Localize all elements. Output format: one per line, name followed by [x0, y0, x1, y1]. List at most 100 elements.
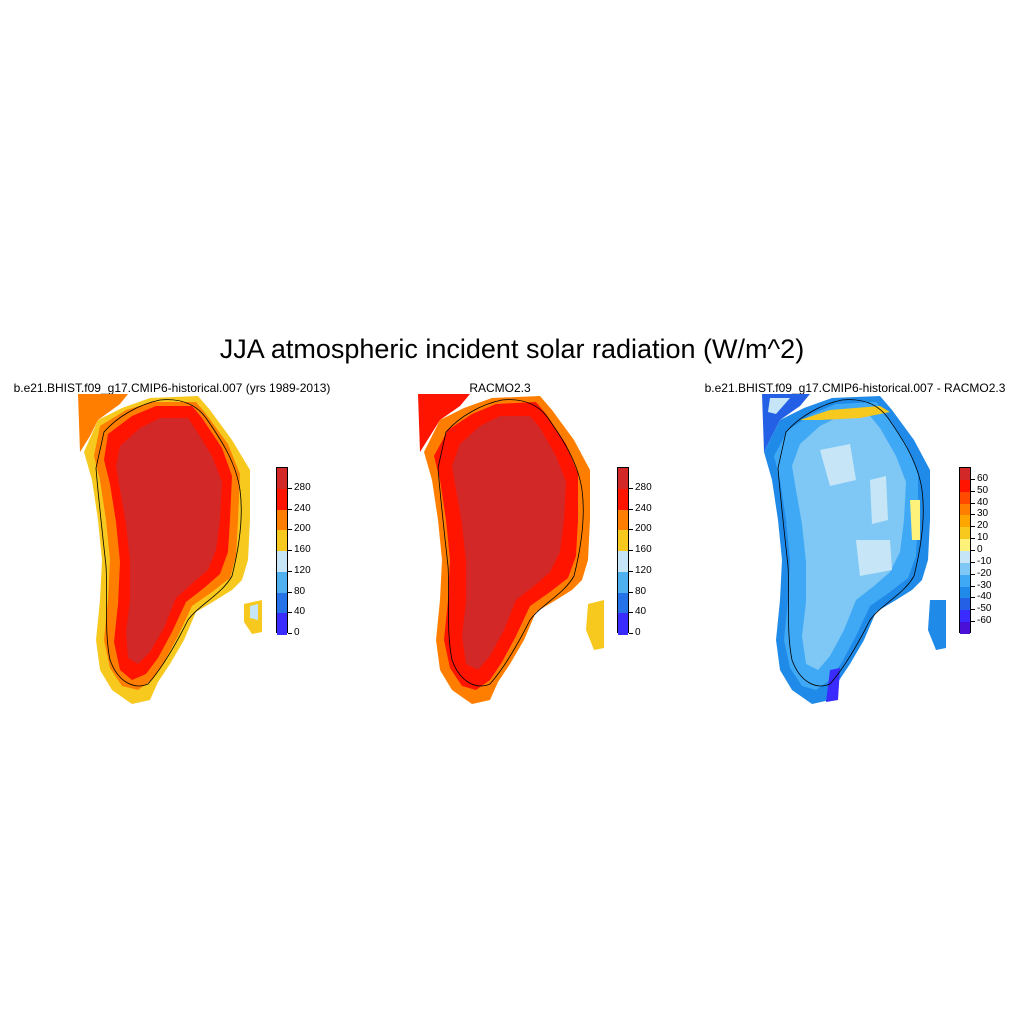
interior	[452, 416, 566, 670]
colorbar-tick	[288, 591, 292, 593]
colorbar-tick	[288, 508, 292, 510]
colorbar-segment	[960, 551, 970, 564]
colorbar-tick	[971, 585, 975, 587]
colorbar-label: 200	[294, 523, 311, 535]
colorbar-box	[959, 467, 971, 635]
colorbar-segment	[960, 598, 970, 611]
colorbar-segment	[960, 610, 970, 623]
colorbar-tick	[971, 514, 975, 516]
colorbar-label: -30	[977, 579, 992, 591]
colorbar-label: 80	[294, 585, 306, 597]
colorbar-segment	[277, 468, 287, 490]
colorbar-segment	[960, 479, 970, 493]
colorbar-label: 240	[635, 502, 652, 514]
colorbar-segment	[277, 509, 287, 531]
colorbar-label: 120	[635, 564, 652, 576]
colorbar-segment	[960, 491, 970, 505]
colorbar-label: 280	[294, 481, 311, 493]
colorbar-label: 200	[635, 523, 652, 535]
colorbar-label: 0	[635, 627, 641, 638]
colorbar-tick	[629, 633, 633, 634]
colorbar-tick	[971, 621, 975, 623]
colorbar-tick	[629, 508, 633, 510]
colorbar-segment	[618, 592, 628, 614]
colorbar-label: 120	[294, 564, 311, 576]
colorbar-label: 0	[977, 544, 983, 555]
colorbar-tick	[288, 550, 292, 551]
colorbar-label: 240	[294, 502, 311, 514]
colorbar-label: 30	[977, 508, 989, 520]
colorbar-segment	[277, 592, 287, 614]
colorbar-tick	[288, 487, 292, 489]
map-panel-difference	[762, 394, 946, 704]
colorbar-segment	[618, 488, 628, 510]
colorbar-label: 50	[977, 484, 989, 496]
colorbar-segment	[960, 562, 970, 576]
interior	[116, 418, 222, 664]
colorbar-label: -60	[977, 615, 992, 627]
colorbar-label: 160	[294, 544, 311, 555]
colorbar-segment	[618, 613, 628, 635]
ellesmere-patch	[78, 394, 128, 452]
colorbar-segment	[960, 468, 970, 481]
colorbar-tick	[288, 570, 292, 572]
colorbar-label: 80	[635, 585, 647, 597]
colorbar-tick	[971, 561, 975, 563]
colorbar-segment	[277, 551, 287, 573]
colorbar-segment	[618, 530, 628, 552]
coastline	[95, 399, 242, 687]
colorbar-difference: 60 50 40 30 20 10 0 -10 -20 -30 -40 -50 -60	[959, 467, 1019, 635]
colorbar-tick	[288, 633, 292, 634]
panel-title-racmo: RACMO2.3	[469, 381, 531, 395]
colorbar-tick	[971, 550, 975, 551]
colorbar-tick	[629, 550, 633, 551]
figure-title: JJA atmospheric incident solar radiation…	[219, 334, 805, 364]
colorbar-segment	[618, 468, 628, 490]
colorbar-tick	[629, 487, 633, 489]
colorbar-tick	[971, 538, 975, 540]
colorbar-segment	[960, 574, 970, 588]
colorbar-label: 10	[977, 532, 989, 544]
colorbar-tick	[629, 591, 633, 593]
colorbar-label: 40	[977, 496, 989, 508]
colorbar-label: -10	[977, 555, 992, 567]
colorbar-segment	[277, 613, 287, 635]
colorbar-box	[276, 467, 288, 635]
map-panel-racmo	[418, 394, 604, 704]
panel-title-model: b.e21.BHIST.f09_g17.CMIP6-historical.007…	[13, 381, 331, 395]
colorbar-label: 40	[294, 606, 306, 618]
colorbar-tick	[971, 490, 975, 492]
colorbar-segment	[618, 571, 628, 593]
colorbar-label: 160	[635, 544, 652, 555]
colorbar-tick	[629, 529, 633, 531]
colorbar-tick	[971, 502, 975, 504]
colorbar-box	[617, 467, 629, 635]
colorbar-tick	[971, 478, 975, 480]
map-panel-model	[78, 394, 262, 704]
colorbar-label: -40	[977, 591, 992, 603]
colorbar-label: 60	[977, 472, 989, 484]
colorbar-label: 0	[294, 627, 300, 638]
coastline	[437, 399, 584, 687]
colorbar-tick	[288, 529, 292, 531]
colorbar-tick	[629, 612, 633, 614]
colorbar-label: 20	[977, 520, 989, 532]
island	[586, 600, 604, 650]
colorbar-label: 40	[635, 606, 647, 618]
colorbar-label: -20	[977, 567, 992, 579]
colorbar-racmo: 280 240 200 160 120 80 40 0	[617, 467, 677, 638]
coastline	[777, 399, 924, 687]
colorbar-tick	[288, 612, 292, 614]
colorbar-model: 280 240 200 160 120 80 40 0	[276, 467, 336, 638]
colorbar-tick	[629, 570, 633, 572]
colorbar-segment	[960, 622, 970, 635]
colorbar-segment	[960, 503, 970, 516]
colorbar-tick	[971, 573, 975, 575]
colorbar-segment	[618, 551, 628, 573]
colorbar-segment	[960, 515, 970, 528]
colorbar-segment	[960, 527, 970, 540]
colorbar-segment	[277, 571, 287, 593]
panel-title-difference: b.e21.BHIST.f09_g17.CMIP6-historical.007…	[704, 381, 1006, 395]
colorbar-segment	[960, 539, 970, 552]
